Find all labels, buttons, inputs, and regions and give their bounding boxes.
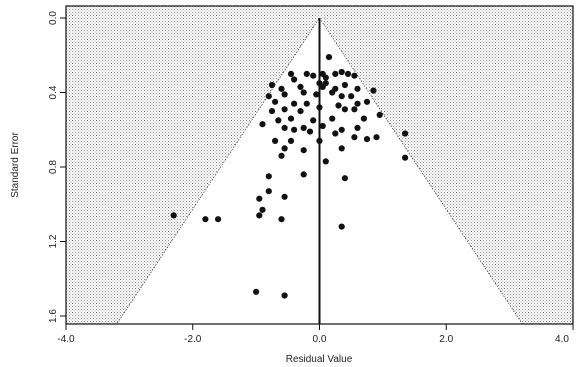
data-point	[303, 100, 310, 107]
data-point	[338, 223, 345, 230]
data-point	[370, 87, 377, 94]
data-point	[376, 111, 383, 118]
data-point	[265, 93, 272, 100]
y-axis-title: Standard Error	[10, 132, 21, 198]
data-point	[313, 91, 320, 98]
data-point	[291, 76, 298, 83]
data-point	[278, 152, 285, 159]
data-point	[300, 124, 307, 131]
data-point	[281, 124, 288, 131]
data-point	[322, 158, 329, 165]
data-point	[287, 115, 295, 122]
data-point	[344, 70, 352, 77]
data-point	[259, 121, 266, 128]
data-point	[281, 193, 288, 200]
data-point	[202, 216, 209, 223]
data-point	[348, 93, 355, 100]
data-point	[215, 216, 222, 223]
data-point	[265, 188, 272, 195]
data-point	[287, 70, 295, 77]
data-point	[259, 206, 266, 213]
data-point	[363, 136, 371, 143]
data-point	[332, 70, 339, 77]
data-point	[325, 54, 333, 61]
data-point	[306, 128, 314, 135]
x-tick-label: 4.0	[555, 334, 569, 345]
data-point	[338, 145, 345, 152]
data-point	[338, 126, 345, 133]
data-point	[300, 171, 307, 178]
y-tick-label: 1.2	[48, 234, 59, 248]
x-tick-label: 2.0	[439, 334, 453, 345]
data-point	[402, 130, 409, 137]
data-point	[275, 117, 282, 124]
data-point	[338, 93, 345, 100]
x-tick-label: -4.0	[57, 334, 75, 345]
data-point	[268, 108, 276, 115]
data-point	[360, 115, 367, 122]
data-point	[297, 83, 304, 90]
data-point	[291, 100, 298, 107]
data-point	[281, 106, 288, 113]
y-tick-label: 0.8	[48, 160, 59, 174]
data-point	[319, 122, 326, 130]
data-point	[256, 195, 263, 202]
data-point	[278, 85, 285, 92]
data-point	[354, 100, 361, 107]
data-point	[322, 74, 329, 81]
data-point	[287, 137, 295, 144]
data-point	[335, 102, 342, 109]
data-point	[310, 117, 317, 124]
data-point	[300, 147, 307, 154]
data-point	[281, 145, 288, 152]
x-axis-title: Residual Value	[286, 354, 353, 365]
data-point	[170, 212, 177, 219]
data-point	[268, 81, 276, 89]
data-point	[272, 98, 279, 105]
x-axis: -4.0 -2.0 0.0 2.0 4.0	[57, 324, 574, 345]
data-point	[278, 216, 285, 223]
data-point	[300, 89, 307, 96]
data-point	[329, 115, 336, 122]
data-point	[272, 137, 279, 144]
data-point	[341, 81, 348, 89]
data-point	[351, 72, 358, 79]
data-point	[291, 126, 298, 133]
data-point	[354, 124, 361, 131]
y-axis: 0.0 0.4 0.8 1.2 1.6	[48, 11, 66, 323]
data-point	[351, 106, 358, 113]
x-tick-label: 0.0	[313, 334, 327, 345]
data-point	[351, 134, 358, 141]
data-point	[303, 70, 310, 77]
data-points	[170, 54, 409, 299]
data-point	[316, 104, 323, 111]
data-point	[354, 85, 361, 92]
data-point	[341, 106, 348, 113]
data-point	[402, 154, 409, 161]
data-point	[332, 130, 339, 137]
x-tick-label: -2.0	[184, 334, 202, 345]
data-point	[281, 292, 288, 299]
data-point	[265, 173, 272, 180]
data-point	[341, 175, 348, 182]
data-point	[316, 137, 323, 144]
data-point	[373, 134, 380, 141]
y-tick-label: 0.4	[48, 85, 59, 99]
data-point	[253, 288, 260, 295]
data-point	[256, 212, 263, 219]
data-point	[338, 68, 345, 76]
data-point	[297, 108, 304, 115]
data-point	[363, 98, 371, 105]
y-tick-label: 1.6	[48, 309, 59, 323]
data-point	[310, 72, 317, 79]
y-tick-label: 0.0	[48, 11, 59, 25]
data-point	[329, 89, 336, 96]
data-point	[281, 91, 288, 98]
data-point	[322, 80, 329, 87]
